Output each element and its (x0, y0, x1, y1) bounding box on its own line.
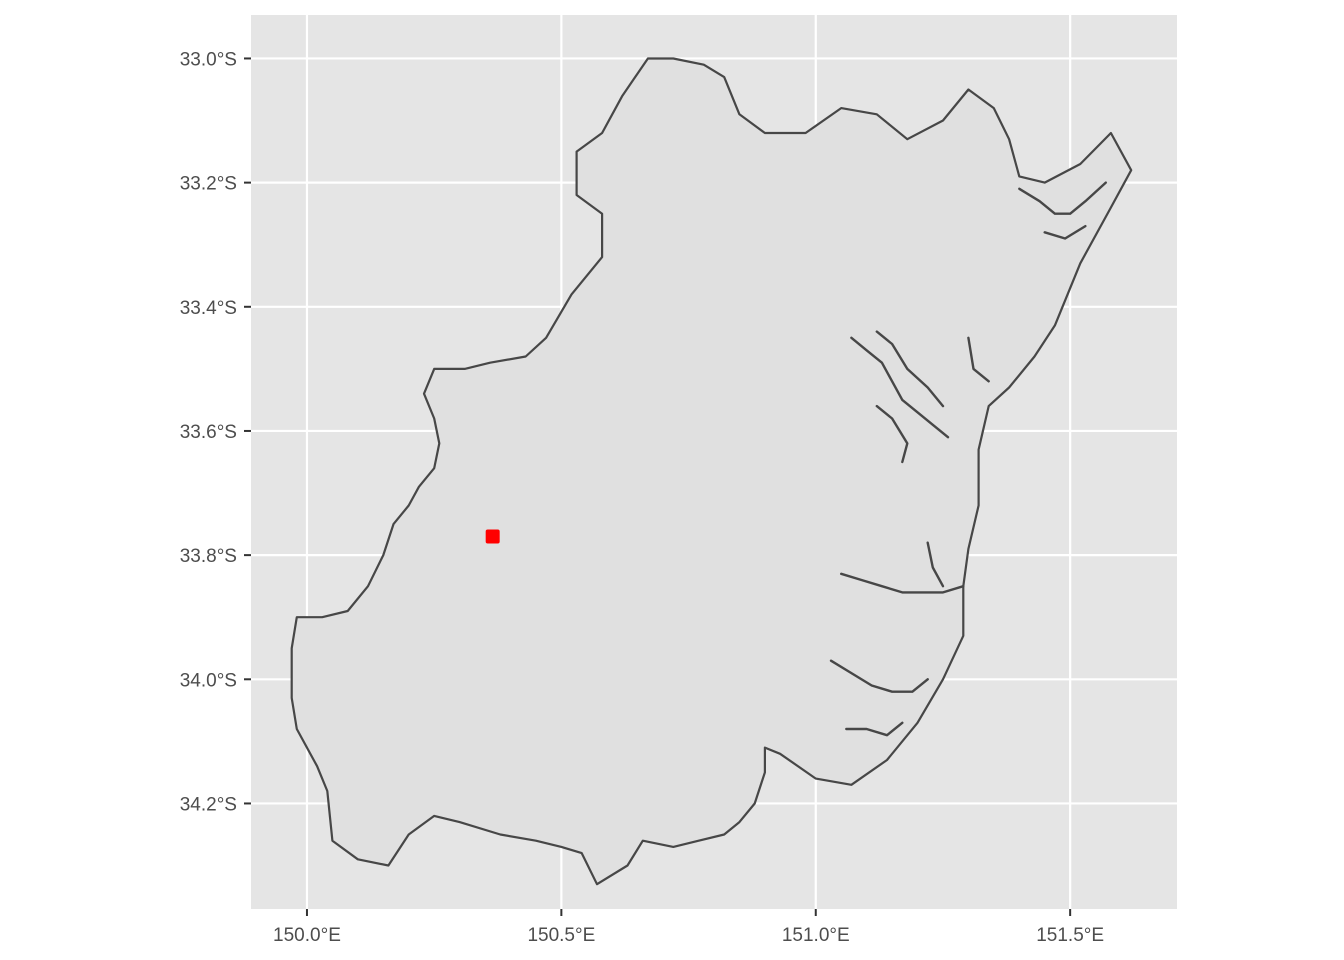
region-layer (290, 57, 1133, 886)
waterway-line (840, 572, 965, 594)
waterway-line (926, 541, 945, 588)
x-tick-label: 151.0°E (782, 925, 850, 946)
waterway-line (875, 330, 945, 408)
x-tick-label: 150.0°E (273, 925, 341, 946)
x-axis: 150.0°E 150.5°E 151.0°E 151.5°E (273, 909, 1104, 946)
waterway-line (829, 659, 929, 693)
waterway-line (967, 336, 990, 383)
waterway-line (845, 721, 904, 737)
y-tick-label: 33.4°S (180, 298, 237, 319)
x-tick-label: 150.5°E (527, 925, 595, 946)
y-tick-label: 33.8°S (180, 546, 237, 567)
region-boundary (290, 57, 1133, 886)
y-tick-label: 33.6°S (180, 422, 237, 443)
waterway-line (1018, 181, 1107, 215)
y-tick-label: 34.2°S (180, 794, 237, 815)
waterway-line (1043, 224, 1087, 240)
x-tick-label: 151.5°E (1036, 925, 1104, 946)
y-tick-label: 34.0°S (180, 670, 237, 691)
waterway-layer (829, 181, 1107, 737)
y-tick-label: 33.0°S (180, 49, 237, 70)
y-axis: 33.0°S 33.2°S 33.4°S 33.6°S 33.8°S 34.0°S 34.2… (180, 49, 251, 815)
point-layer (485, 529, 500, 544)
waterway-line (850, 336, 950, 439)
location-point (485, 529, 500, 544)
y-tick-label: 33.2°S (180, 174, 237, 195)
waterway-line (875, 404, 909, 464)
